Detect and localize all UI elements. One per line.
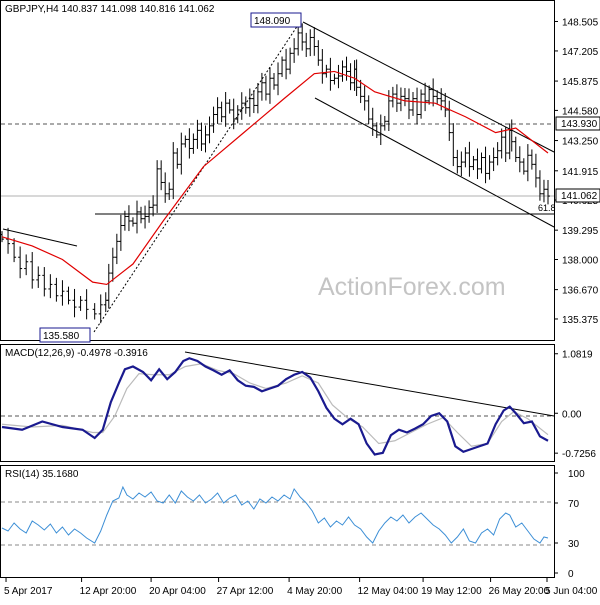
resistance-tag-box <box>555 116 600 131</box>
peak-label: 148.090 <box>254 16 291 27</box>
trough-label: 135.580 <box>43 331 80 342</box>
x-tick-label: 19 May 12:00 <box>421 586 482 597</box>
macd-tick-label: 0.00 <box>562 409 582 420</box>
rsi-header: RSI(14) 35.1680 <box>5 469 79 480</box>
rsi-tick-label: 30 <box>568 539 580 550</box>
price-tick-label: 141.915 <box>562 167 599 178</box>
resistance-tag: 143.930 <box>561 119 598 130</box>
price-header: GBPJPY,H4 140.837 141.098 140.816 141.06… <box>5 4 215 15</box>
x-tick-label: 20 Apr 04:00 <box>149 586 206 597</box>
x-tick-label: 5 Apr 2017 <box>4 586 53 597</box>
price-tick-label: 138.000 <box>562 255 599 266</box>
price-candles <box>0 23 550 324</box>
x-tick-label: 12 May 04:00 <box>358 586 419 597</box>
macd-header: MACD(12,26,9) -0.4978 -0.3916 <box>5 348 148 359</box>
peak-label-box <box>250 12 302 28</box>
short-trendline-left <box>2 228 78 247</box>
last-price-tag-box <box>555 188 600 203</box>
macd-tick-label: -0.7256 <box>562 449 596 460</box>
price-tick-label: 148.505 <box>562 17 599 28</box>
price-y-axis: 148.505 147.205 145.875 144.580 143.250 141.9… <box>554 17 599 326</box>
channel-lower-line <box>314 97 555 228</box>
macd-trendline <box>184 351 555 417</box>
macd-tick-label: 1.0819 <box>562 350 593 361</box>
price-tick-label: 135.375 <box>562 315 599 326</box>
rsi-tick-label: 0 <box>568 569 574 580</box>
macd-signal-line <box>1 363 549 447</box>
fib-label: 61.8 <box>538 203 556 213</box>
rsi-panel-frame <box>0 465 555 578</box>
price-tick-label: 147.205 <box>562 47 599 58</box>
x-tick-label: 27 Apr 12:00 <box>217 586 274 597</box>
trough-label-box <box>39 327 91 343</box>
macd-y-axis: 1.0819 0.00 -0.7256 <box>554 350 596 460</box>
x-tick-label: 5 Jun 04:00 <box>545 586 598 597</box>
price-tick-label: 136.670 <box>562 286 599 297</box>
price-tick-label: 143.250 <box>562 137 599 148</box>
moving-average-line <box>1 70 549 286</box>
macd-panel-frame <box>0 344 555 462</box>
x-tick-label: 12 Apr 20:00 <box>80 586 137 597</box>
price-tick-label: 145.875 <box>562 77 599 88</box>
price-tick-label: 144.580 <box>562 106 599 117</box>
price-panel-frame <box>0 0 555 341</box>
macd-line <box>1 357 549 456</box>
last-price-tag: 141.062 <box>561 191 598 202</box>
price-tick-label: 139.295 <box>562 226 599 237</box>
rsi-tick-label: 70 <box>568 499 580 510</box>
x-tick-label: 4 May 20:00 <box>287 586 342 597</box>
rsi-y-axis: 100 70 30 0 <box>554 469 585 580</box>
rsi-line <box>1 485 549 544</box>
watermark-text: ActionForex.com <box>318 273 506 301</box>
x-tick-label: 26 May 20:00 <box>489 586 550 597</box>
rsi-tick-label: 100 <box>568 469 585 480</box>
x-axis: 5 Apr 2017 12 Apr 20:00 20 Apr 04:00 27 Apr… <box>4 578 598 597</box>
